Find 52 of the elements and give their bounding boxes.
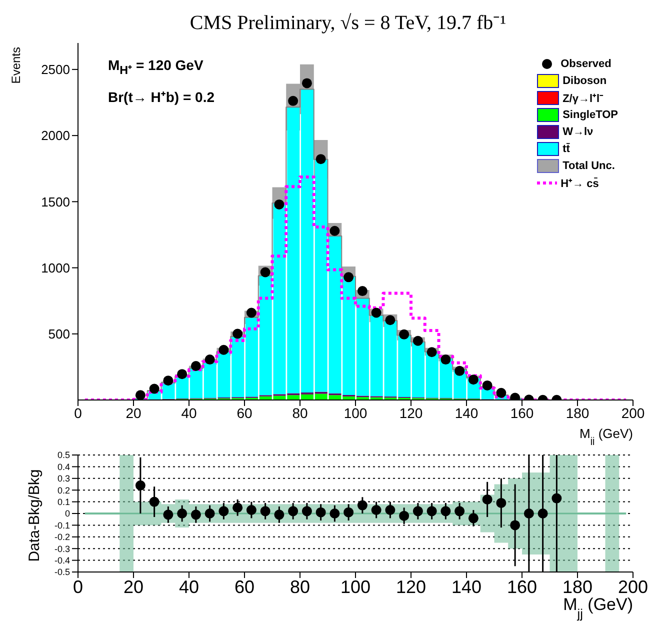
y-tick-label: -0.4 [54,555,70,566]
y-tick-label: 500 [48,326,70,342]
legend-label: Total Unc. [562,160,615,172]
legend-label: Z/γ→l⁺l⁻ [562,92,604,105]
x-tick-label: 60 [236,404,252,421]
y-tick-label: 0.2 [57,485,70,496]
legend-label: Diboson [562,74,607,86]
legend-label: W→lν [562,126,594,138]
x-tick-label: 180 [562,576,593,597]
y-tick-label: 0.1 [57,496,70,507]
annotation: Br(t→ H⁺b) = 0.2 [108,88,215,105]
x-tick-label: 40 [178,576,200,597]
y-tick-label: 2500 [41,62,70,78]
x-tick-label: 100 [340,576,371,597]
y-tick-label: -0.1 [54,520,70,530]
y-tick-label: 0 [64,508,70,519]
y-tick-label: -0.2 [54,532,70,542]
legend-label: SingleTOP [562,108,618,120]
y-tick-label: 1000 [41,260,70,276]
x-tick-label: 180 [566,404,590,421]
y-tick-label: 0.4 [57,462,70,472]
y-axis-title: Data-Bkg/Bkg [26,468,43,562]
x-tick-label: 80 [290,576,310,597]
x-tick-label: 160 [510,404,534,421]
x-tick-label: 200 [621,404,645,421]
y-tick-label: 0.3 [57,474,70,484]
y-axis-title: Events [9,47,23,84]
y-tick-label: 0.5 [57,450,70,460]
y-tick-label: 1500 [41,194,70,210]
x-tick-label: 120 [396,576,426,597]
legend-label: Observed [560,58,612,70]
x-tick-label: 80 [292,404,308,421]
x-tick-label: 60 [234,576,255,597]
x-tick-label: 140 [451,576,482,597]
x-tick-label: 100 [344,404,368,421]
x-tick-label: 0 [72,576,84,597]
y-tick-label: -0.5 [54,567,70,578]
legend-label: H⁺→ cs̄ [560,176,599,190]
x-tick-label: 140 [454,404,478,421]
x-tick-label: 20 [126,404,142,421]
chart-title: CMS Preliminary, √s = 8 TeV, 19.7 fb⁻¹ [190,12,506,34]
x-axis-title: M$_{jj}$ (GeV) [563,595,633,620]
y-tick-label: 2000 [41,128,70,144]
x-tick-label: 120 [399,404,423,421]
legend-label: tt̄ [562,142,570,154]
x-tick-label: 40 [181,404,197,421]
y-tick-label: -0.3 [54,544,70,554]
x-tick-label: 200 [618,576,648,597]
x-tick-label: 0 [74,404,82,421]
annotation: M$_{H⁺}$ = 120 GeV [108,57,204,77]
x-tick-label: 160 [506,576,538,597]
x-tick-label: 20 [123,576,144,597]
